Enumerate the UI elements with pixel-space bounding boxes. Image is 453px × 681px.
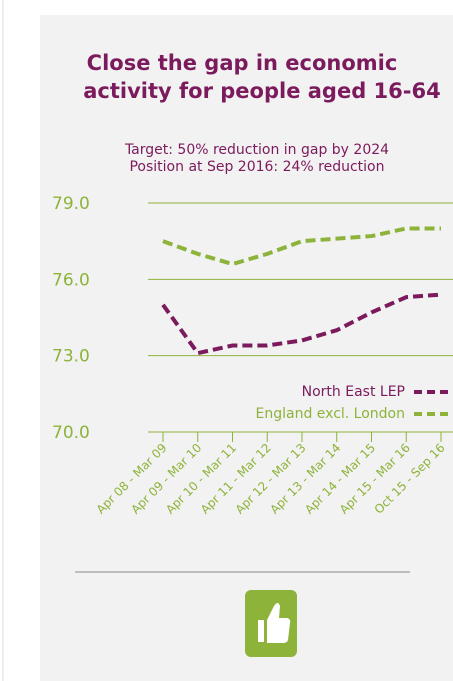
chart-title: Close the gap in economic: [87, 51, 398, 75]
subtitle: Position at Sep 2016: 24% reduction: [129, 159, 384, 175]
thumbs-up-icon: [245, 590, 297, 657]
chart-title: activity for people aged 16-64: [83, 79, 440, 103]
y-tick-label: 70.0: [52, 423, 90, 443]
subtitle: Target: 50% reduction in gap by 2024: [124, 142, 389, 158]
legend-label: North East LEP: [302, 384, 405, 400]
line-series: [162, 226, 441, 267]
y-tick-label: 79.0: [52, 194, 90, 214]
y-tick-label: 76.0: [52, 270, 90, 290]
card: [40, 15, 453, 681]
legend-label: England excl. London: [256, 406, 406, 422]
y-tick-label: 73.0: [52, 347, 90, 367]
